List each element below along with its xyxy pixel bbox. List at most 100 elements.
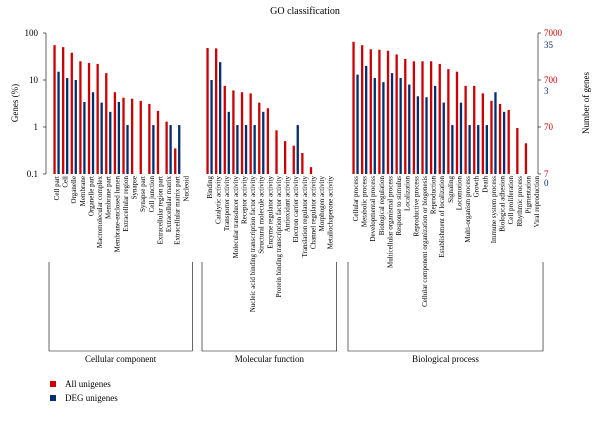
bar-all xyxy=(53,45,56,174)
category-label: Enzyme regulator activity xyxy=(266,176,274,249)
right-tick-label-deg: 3 xyxy=(544,86,549,96)
group-label: Cellular component xyxy=(85,354,157,364)
category-label: Translation regulator activity xyxy=(301,176,309,258)
bar-deg xyxy=(253,125,256,174)
category-label: Synapse xyxy=(131,176,139,199)
category-label: Morphogen activity xyxy=(318,176,326,232)
category-label: Reproduction xyxy=(430,176,438,215)
category-label: Immune system process xyxy=(490,176,498,244)
bar-all xyxy=(429,61,433,175)
right-tick-label-deg: 35 xyxy=(544,40,554,50)
bar-all xyxy=(96,63,99,174)
bar-deg xyxy=(408,84,411,174)
bar-all xyxy=(386,50,390,174)
category-label: Organelle part xyxy=(87,176,95,216)
category-label: Establishment of localization xyxy=(438,176,446,258)
bar-deg xyxy=(91,92,95,174)
right-axis-ticks-all: 7 70 700 7000 xyxy=(538,28,563,179)
legend-swatch-deg xyxy=(50,395,56,401)
bar-all xyxy=(361,45,364,174)
category-label: Protein binding transcription factor act… xyxy=(275,176,283,298)
bar-all xyxy=(498,103,502,174)
category-label: Membrane xyxy=(79,176,87,206)
bar-all xyxy=(378,49,381,175)
bar-all xyxy=(240,92,244,174)
bar-deg xyxy=(100,102,103,174)
bar-deg xyxy=(451,125,454,174)
category-label: Synapse part xyxy=(139,176,147,212)
legend-item-deg: DEG unigenes xyxy=(50,391,118,405)
bar-all xyxy=(70,52,73,175)
category-label: Catalytic activity xyxy=(215,176,223,225)
left-tick-label: 0.1 xyxy=(27,169,38,179)
bar-all xyxy=(292,145,295,174)
bar-all xyxy=(524,143,528,174)
category-label: Localization xyxy=(404,176,412,211)
bar-deg xyxy=(365,65,368,174)
bar-all xyxy=(464,85,467,174)
category-label: Response to stimulus xyxy=(395,176,403,236)
category-label: Developmental process xyxy=(369,176,377,242)
bar-all xyxy=(223,85,226,174)
bar-all xyxy=(447,69,450,174)
category-label: Channel regulator activity xyxy=(309,176,317,250)
category-labels: Cell part Cell Organelle Membrane Organelle … xyxy=(53,176,541,313)
bar-all xyxy=(148,103,151,174)
bar-all xyxy=(206,47,209,175)
bar-all xyxy=(455,71,459,174)
bar-deg xyxy=(109,111,112,174)
bar-deg xyxy=(219,62,222,175)
bar-all xyxy=(174,148,177,174)
category-label: Organelle xyxy=(70,176,78,203)
bar-all xyxy=(139,100,142,174)
bar-deg xyxy=(236,125,239,174)
bar-all xyxy=(283,141,287,174)
category-label: Viral reproduction xyxy=(533,176,541,228)
bar-all xyxy=(473,85,476,174)
bar-all xyxy=(490,100,493,174)
group-bracket xyxy=(347,262,544,352)
legend: All unigenes DEG unigenes xyxy=(50,377,118,405)
category-label: Cell junction xyxy=(148,176,156,213)
category-label: Receptor activity xyxy=(240,176,248,225)
bar-all xyxy=(113,92,117,174)
category-label: Rhythmic process xyxy=(516,176,524,227)
bar-all xyxy=(62,47,65,175)
bar-deg xyxy=(477,125,480,174)
bar-all xyxy=(369,49,372,174)
left-tick-label: 10 xyxy=(29,75,39,85)
bars xyxy=(53,41,528,175)
category-label: Cell xyxy=(62,176,70,188)
bar-deg xyxy=(178,125,181,174)
bar-all xyxy=(309,167,313,174)
category-label: Membrane-enclosed lumen xyxy=(113,176,121,253)
chart-title: GO classification xyxy=(270,6,340,17)
bar-all xyxy=(156,110,160,174)
bar-deg xyxy=(210,80,213,174)
bar-all xyxy=(507,109,510,174)
group-bracket xyxy=(48,262,193,352)
bar-deg xyxy=(468,125,471,174)
category-label: Growth xyxy=(473,176,481,198)
category-label: Membrane part xyxy=(105,176,113,219)
category-label: Extracellular region xyxy=(122,176,130,232)
category-label: Signaling xyxy=(447,176,455,203)
group-bracket xyxy=(201,262,337,352)
bar-all xyxy=(215,48,218,174)
bar-deg xyxy=(117,102,121,174)
bar-deg xyxy=(416,96,420,174)
bar-deg xyxy=(126,125,129,174)
category-label: Cellular component organization or bioge… xyxy=(421,176,429,307)
bar-all xyxy=(122,97,125,174)
category-label: Nucleic acid binding transcription facto… xyxy=(249,176,257,313)
bar-deg xyxy=(442,102,445,174)
category-label: Reproductive process xyxy=(412,176,420,237)
category-label: Electron carrier activity xyxy=(292,176,300,243)
left-axis-ticks: 0.1 1 10 100 xyxy=(25,28,46,179)
right-tick-label-all: 70 xyxy=(544,122,554,132)
right-axis-ticks-deg: 0 3 35 xyxy=(544,40,554,188)
bar-deg xyxy=(57,71,60,174)
category-label: Metabolic process xyxy=(361,176,369,227)
bar-deg xyxy=(494,92,497,174)
category-label: Macromolecular complex xyxy=(96,176,104,249)
